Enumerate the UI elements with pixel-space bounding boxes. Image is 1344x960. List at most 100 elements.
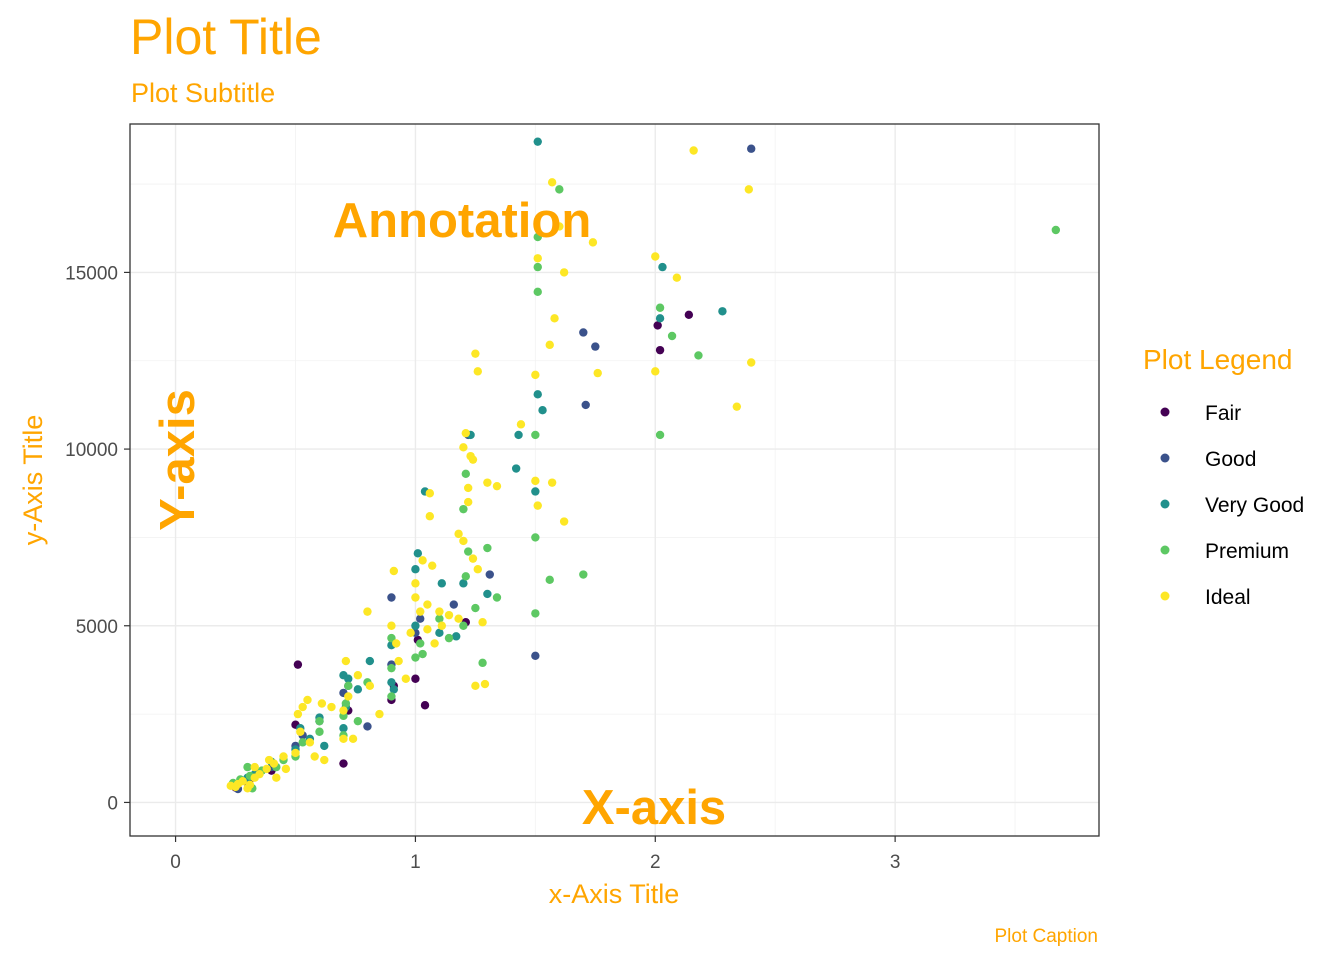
point-ideal <box>303 695 312 705</box>
point-premium <box>471 603 480 613</box>
y-tick-label: 0 <box>107 793 118 814</box>
point-ideal <box>416 607 425 616</box>
point-ideal <box>406 628 415 638</box>
point-ideal <box>545 340 554 350</box>
x-tick-label: 3 <box>890 852 901 873</box>
point-premium <box>459 621 468 630</box>
legend-key <box>1160 545 1170 555</box>
point-ideal <box>744 185 754 194</box>
plot-subtitle: Plot Subtitle <box>131 78 275 108</box>
data-points <box>226 137 1061 794</box>
point-ideal <box>747 358 756 367</box>
point-ideal <box>531 370 540 380</box>
point-ideal <box>401 674 411 683</box>
point-premium <box>341 699 351 708</box>
point-ideal <box>411 579 420 588</box>
point-ideal <box>483 478 492 487</box>
plot-panel <box>130 124 1099 836</box>
point-ideal <box>250 773 259 782</box>
point-ideal <box>339 706 348 715</box>
point-fair <box>411 674 420 683</box>
point-very-good <box>533 390 542 399</box>
point-very-good <box>538 406 547 415</box>
legend: Fair Good Very Good Premium Ideal <box>1160 402 1304 609</box>
point-good <box>387 593 396 602</box>
point-ideal <box>226 781 235 791</box>
point-ideal <box>375 709 384 719</box>
point-ideal <box>327 702 336 712</box>
point-ideal <box>317 699 327 708</box>
point-ideal <box>492 481 502 491</box>
point-ideal <box>264 755 274 765</box>
point-ideal <box>463 497 473 507</box>
point-premium <box>435 614 444 623</box>
point-ideal <box>392 639 401 648</box>
point-premium <box>353 716 363 726</box>
x-axis-annotation: X-axis <box>582 781 726 835</box>
point-premium <box>555 185 564 194</box>
point-ideal <box>454 614 463 623</box>
point-ideal <box>272 773 281 782</box>
point-premium <box>667 331 677 341</box>
point-very-good <box>411 621 420 630</box>
y-axis-annotation: Y-axis <box>151 389 205 531</box>
y-tick-label: 10000 <box>65 440 118 461</box>
point-very-good <box>437 579 447 588</box>
point-ideal <box>651 252 660 261</box>
point-premium <box>579 570 588 579</box>
point-premium <box>461 469 470 479</box>
grid-major <box>130 124 1099 836</box>
y-tick-label: 5000 <box>76 617 118 638</box>
point-good <box>531 651 540 660</box>
legend-key <box>1160 407 1170 417</box>
point-very-good <box>511 464 521 473</box>
point-very-good <box>320 741 329 751</box>
point-ideal <box>550 314 559 323</box>
point-ideal <box>425 489 435 498</box>
point-very-good <box>339 724 348 733</box>
point-ideal <box>471 681 480 691</box>
point-ideal <box>341 656 351 666</box>
point-premium <box>387 663 396 673</box>
point-ideal <box>559 268 569 277</box>
y-axis-title: y-Axis Title <box>18 415 48 546</box>
point-very-good <box>411 565 420 574</box>
point-premium <box>531 533 540 542</box>
plot-caption: Plot Caption <box>994 926 1098 947</box>
point-good <box>581 400 590 410</box>
point-premium <box>478 658 487 668</box>
point-ideal <box>435 607 444 616</box>
point-very-good <box>459 579 468 588</box>
legend-label: Good <box>1205 448 1256 471</box>
point-premium <box>463 547 473 556</box>
point-ideal <box>459 443 468 452</box>
point-good <box>363 722 372 731</box>
point-ideal <box>389 566 399 576</box>
x-tick-label: 2 <box>650 852 661 873</box>
point-very-good <box>353 685 363 694</box>
point-premium <box>315 716 324 726</box>
point-ideal <box>555 222 564 231</box>
point-ideal <box>365 681 375 691</box>
point-good <box>591 342 600 351</box>
point-ideal <box>437 621 447 630</box>
legend-label: Ideal <box>1205 586 1251 609</box>
point-ideal <box>423 600 432 609</box>
point-very-good <box>514 430 523 440</box>
point-ideal <box>533 254 542 263</box>
point-very-good <box>531 487 540 496</box>
point-very-good <box>483 589 492 599</box>
point-ideal <box>423 625 432 634</box>
point-ideal <box>672 273 682 282</box>
point-very-good <box>533 137 542 146</box>
point-very-good <box>655 314 665 323</box>
point-good <box>579 328 588 337</box>
point-ideal <box>473 565 482 574</box>
point-ideal <box>459 536 468 546</box>
point-premium <box>461 572 470 581</box>
legend-title: Plot Legend <box>1143 344 1292 375</box>
point-ideal <box>348 734 358 744</box>
point-fair <box>420 701 430 710</box>
point-premium <box>531 609 540 618</box>
